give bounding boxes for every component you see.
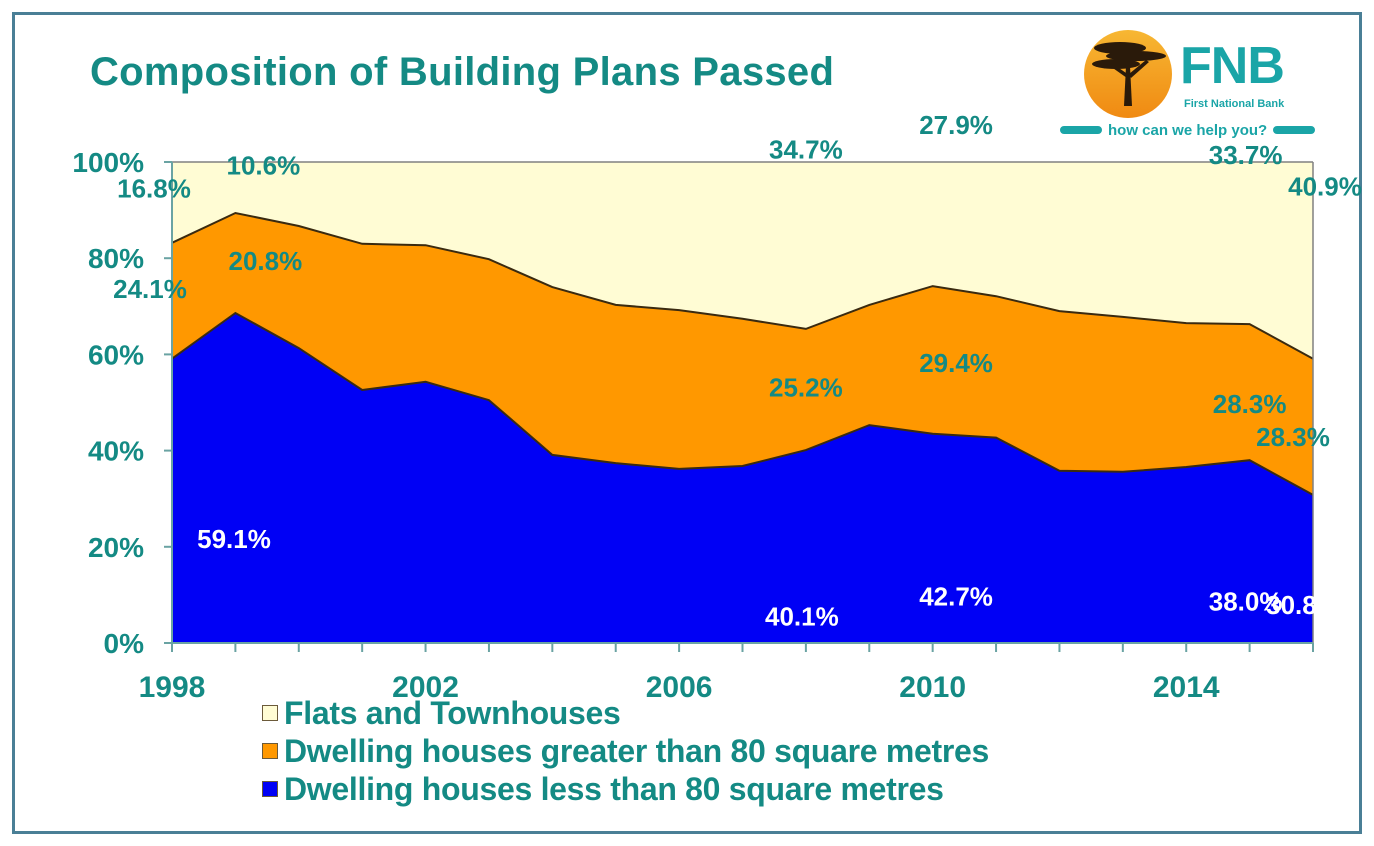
area-flats-and-townhouses (172, 162, 1313, 359)
y-tick-label: 60% (88, 339, 144, 370)
data-label: 20.8% (229, 246, 303, 276)
data-label: 25.2% (769, 373, 843, 403)
data-label: 42.7% (919, 581, 993, 611)
x-tick-label: 2010 (899, 671, 966, 704)
tagline-bar-left (1060, 126, 1102, 134)
y-tick-label: 0% (104, 628, 145, 659)
data-label: 28.3% (1256, 422, 1330, 452)
x-tick-label: 2014 (1153, 671, 1220, 704)
area-layer (171, 162, 1314, 643)
chart-title: Composition of Building Plans Passed (90, 50, 835, 94)
data-label: 27.9% (919, 110, 993, 140)
tagline-bar-right (1273, 126, 1316, 134)
data-label: 28.3% (1213, 389, 1287, 419)
boundary-line-dwelling-houses-greater-than-80-square-metres (171, 211, 1314, 360)
y-tick-label: 80% (88, 243, 144, 274)
data-label: 59.1% (197, 524, 271, 554)
data-label: 30.8% (1266, 590, 1340, 620)
data-label: 40.1% (765, 602, 839, 632)
data-label-layer: 16.8% 10.6% 20.8% 24.1% 59.1% 34.7% 25.2% 40.1%… (113, 110, 1362, 631)
acacia-tree-icon (1084, 30, 1172, 118)
data-label: 34.7% (769, 134, 843, 164)
area-dwelling-houses-less-than-80-square-metres (172, 313, 1313, 643)
legend-swatch (262, 781, 278, 797)
data-label: 40.9% (1288, 171, 1362, 201)
fnb-tagline: how can we help you? (1060, 120, 1332, 140)
data-label: 24.1% (113, 274, 187, 304)
y-tick-label: 100% (72, 147, 144, 178)
y-tick-label: 20% (88, 532, 144, 563)
data-label: 38.0% (1209, 587, 1283, 617)
boundary-line-dwelling-houses-less-than-80-square-metres (171, 311, 1314, 496)
x-tick-label: 2006 (646, 671, 713, 704)
legend-swatch (262, 743, 278, 759)
data-label: 16.8% (117, 173, 191, 203)
data-label: 10.6% (227, 150, 301, 180)
legend-item: Dwelling houses greater than 80 square m… (262, 732, 989, 770)
legend-item: Flats and Townhouses (262, 694, 989, 732)
data-label: 29.4% (919, 348, 993, 378)
fnb-logo: FNB First National Bank how can we help … (1060, 22, 1340, 152)
fnb-brand-text: FNB (1180, 37, 1285, 95)
x-tick-label: 2002 (392, 671, 459, 704)
area-dwelling-houses-greater-than-80-square-metres (172, 213, 1313, 495)
fnb-subtitle: First National Bank (1184, 98, 1285, 110)
x-tick-label: 1998 (139, 671, 206, 704)
y-tick-label: 40% (88, 436, 144, 467)
axes-layer: 0% 20% 40% 60% 80% 100% 1998 2002 2006 2010 2014 (72, 147, 1314, 704)
legend-label: Dwelling houses greater than 80 square m… (284, 732, 989, 769)
chart-legend: Flats and Townhouses Dwelling houses grea… (262, 694, 989, 808)
data-label: 33.7% (1209, 140, 1283, 170)
legend-label: Dwelling houses less than 80 square metr… (284, 770, 944, 807)
tagline-text: how can we help you? (1108, 121, 1268, 139)
legend-item: Dwelling houses less than 80 square metr… (262, 770, 989, 808)
legend-label: Flats and Townhouses (284, 694, 621, 731)
legend-swatch (262, 705, 278, 721)
